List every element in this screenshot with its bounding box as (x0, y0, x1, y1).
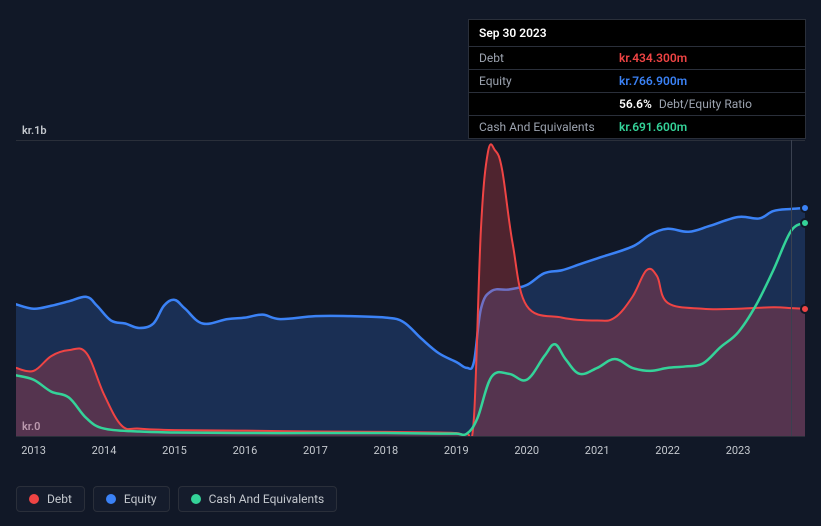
gridline (16, 436, 805, 437)
x-axis-label: 2020 (514, 444, 539, 457)
x-axis-label: 2017 (303, 444, 328, 457)
tooltip-panel: Sep 30 2023 Debt kr.434.300m Equity kr.7… (468, 19, 806, 139)
tooltip-row-ratio: 56.6% Debt/Equity Ratio (469, 93, 805, 116)
tooltip-value-ratio-pct: 56.6% (619, 97, 652, 111)
x-axis-label: 2015 (162, 444, 187, 457)
legend-label: Equity (124, 492, 157, 506)
tooltip-value-equity: kr.766.900m (619, 74, 687, 88)
x-axis-label: 2019 (444, 444, 469, 457)
x-axis-label: 2014 (92, 444, 117, 457)
chart-area[interactable]: kr.0kr.1b 201320142015201620172018201920… (16, 128, 805, 448)
tooltip-value-debt: kr.434.300m (619, 51, 687, 65)
legend-item-cash[interactable]: Cash And Equivalents (178, 486, 338, 512)
swatch-icon (29, 494, 39, 504)
x-axis-label: 2023 (726, 444, 751, 457)
x-axis-label: 2016 (233, 444, 258, 457)
series-end-dot-debt (800, 304, 810, 314)
legend-label: Debt (47, 492, 72, 506)
series-end-dot-cash (800, 218, 810, 228)
swatch-icon (191, 494, 201, 504)
tooltip-date: Sep 30 2023 (469, 20, 805, 47)
series-end-dot-equity (800, 203, 810, 213)
y-axis-label: kr.1b (22, 124, 47, 137)
swatch-icon (106, 494, 116, 504)
hover-marker-line (791, 140, 792, 436)
tooltip-row-equity: Equity kr.766.900m (469, 70, 805, 93)
tooltip-label (479, 97, 619, 111)
x-axis-label: 2022 (655, 444, 680, 457)
tooltip-value-ratio-label: Debt/Equity Ratio (659, 97, 752, 111)
tooltip-label: Debt (479, 51, 619, 65)
tooltip-label: Equity (479, 74, 619, 88)
legend-item-equity[interactable]: Equity (93, 486, 170, 512)
legend: Debt Equity Cash And Equivalents (16, 486, 337, 512)
tooltip-row-debt: Debt kr.434.300m (469, 47, 805, 70)
x-axis-label: 2021 (585, 444, 610, 457)
chart-plot[interactable] (16, 140, 805, 436)
legend-item-debt[interactable]: Debt (16, 486, 85, 512)
x-axis-label: 2018 (373, 444, 398, 457)
x-axis-label: 2013 (21, 444, 46, 457)
legend-label: Cash And Equivalents (209, 492, 325, 506)
